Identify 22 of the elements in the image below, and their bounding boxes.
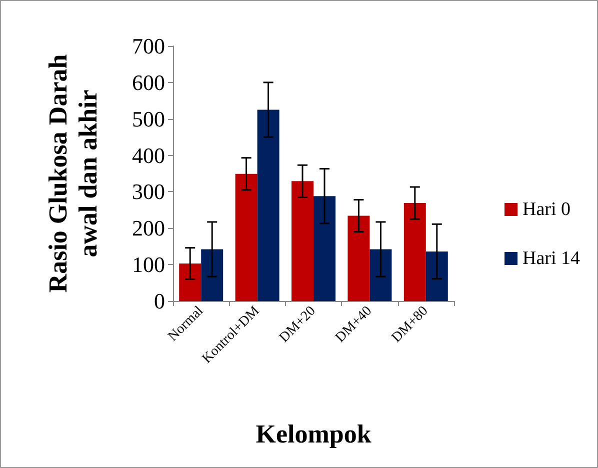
x-axis-title: Kelompok: [256, 420, 372, 448]
bar: [404, 203, 426, 301]
y-tick-label: 600: [132, 70, 165, 95]
bar: [179, 263, 202, 301]
bar: [257, 110, 280, 301]
y-tick-label: 300: [132, 179, 165, 204]
y-tick-label: 100: [132, 252, 165, 278]
y-tick-label: 400: [132, 142, 165, 168]
legend-label: Hari 0: [522, 199, 571, 220]
y-tick-label: 700: [132, 34, 165, 58]
y-tick-label: 0: [154, 288, 165, 314]
bar: [201, 249, 224, 301]
bar: [314, 196, 336, 301]
y-axis-title: Rasio Glukosa Darah awal dan akhir: [44, 54, 102, 293]
bar: [426, 251, 448, 301]
y-tick-label: 500: [132, 106, 165, 132]
bar: [348, 216, 370, 301]
bar: [370, 249, 392, 301]
bar: [292, 181, 314, 301]
legend-label: Hari 14: [522, 248, 580, 269]
bar: [235, 174, 258, 301]
y-tick-label: 200: [132, 216, 165, 241]
